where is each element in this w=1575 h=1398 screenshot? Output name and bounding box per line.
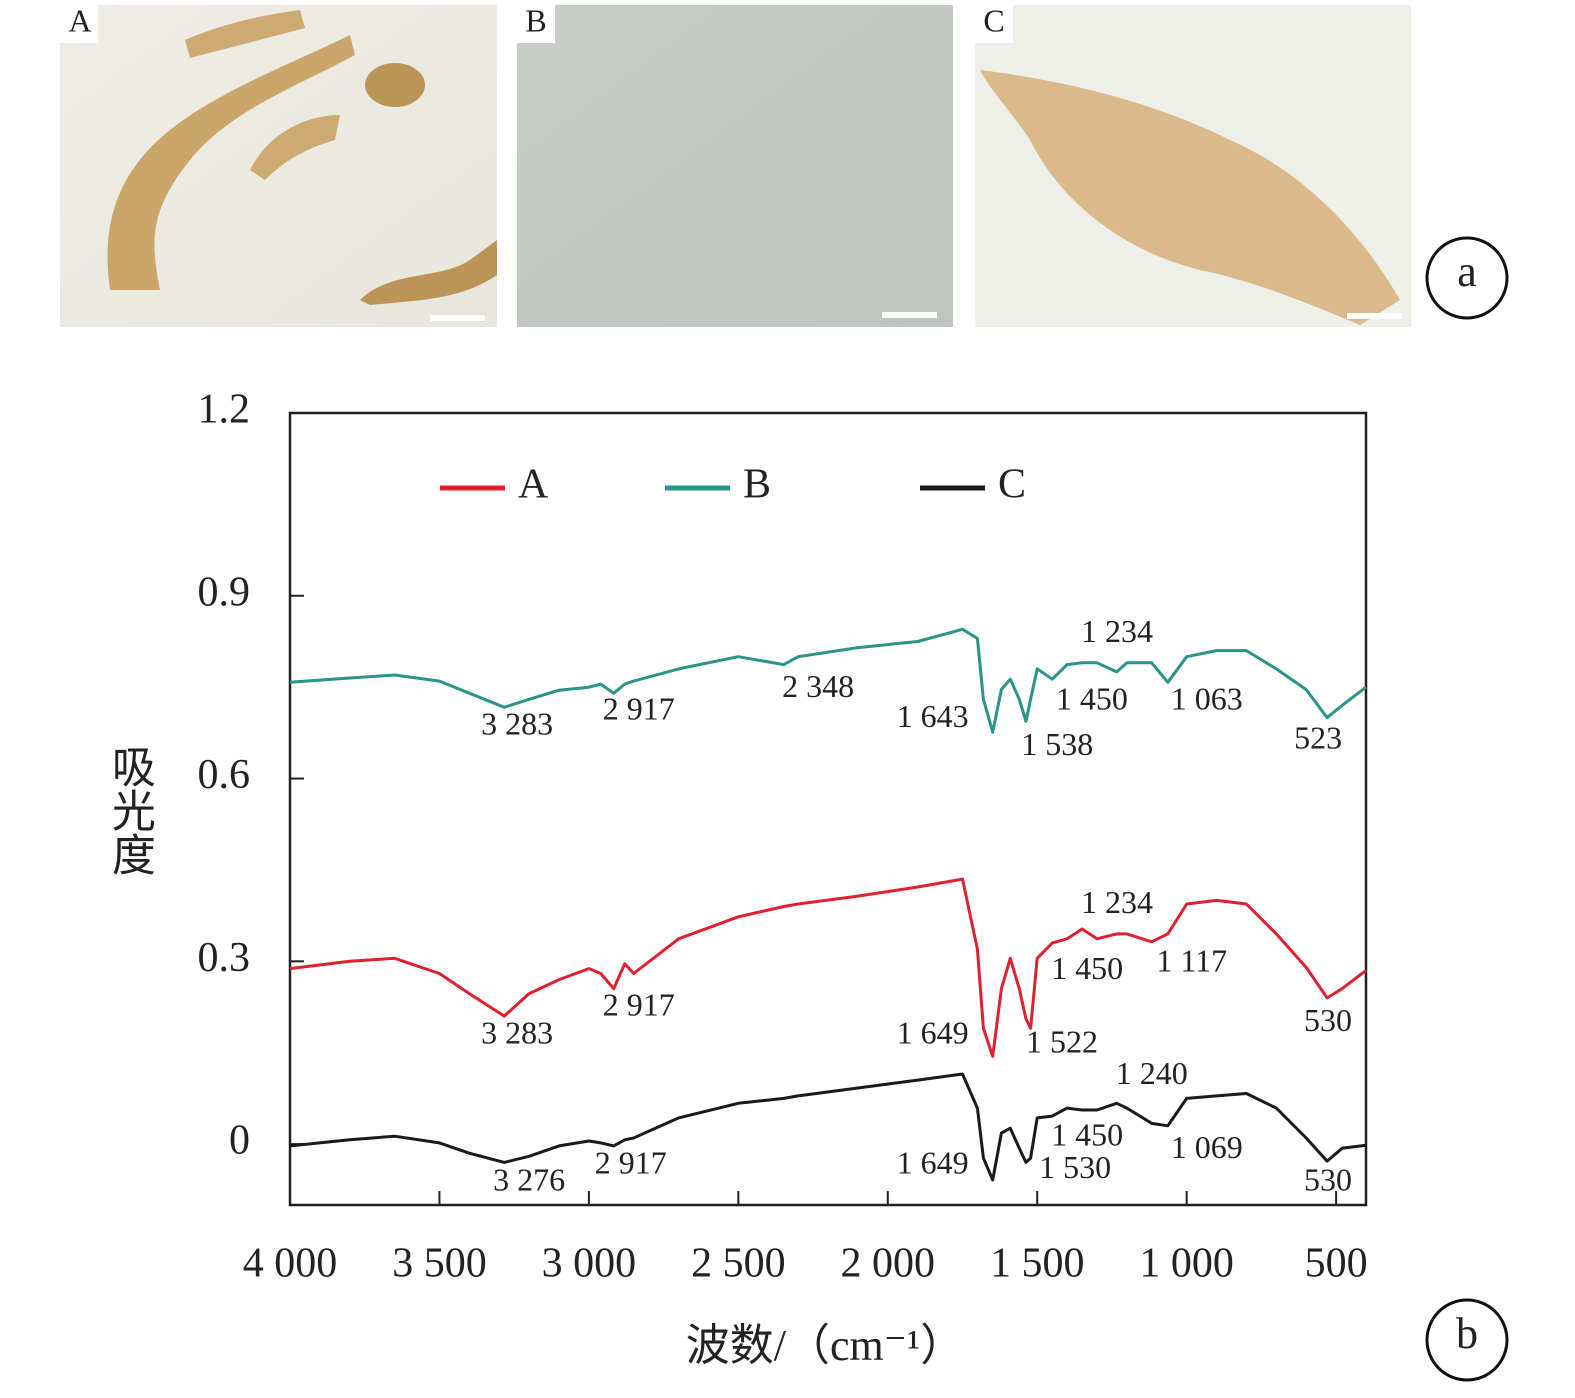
peak-label: 3 283 bbox=[481, 1015, 553, 1051]
micrograph-c bbox=[975, 5, 1411, 327]
x-tick-label: 2 500 bbox=[691, 1241, 786, 1287]
y-tick-label: 0.3 bbox=[198, 935, 251, 981]
series-line bbox=[289, 877, 1367, 1058]
x-tick-label: 3 500 bbox=[392, 1241, 487, 1287]
peak-label: 1 450 bbox=[1051, 1116, 1123, 1152]
legend-label: C bbox=[998, 462, 1026, 508]
peak-label: 3 283 bbox=[481, 706, 553, 742]
peak-label: 523 bbox=[1294, 720, 1342, 756]
peak-label: 1 649 bbox=[897, 1015, 969, 1051]
peak-label: 1 234 bbox=[1081, 613, 1153, 649]
micrograph-label: C bbox=[983, 2, 1004, 38]
micrograph-label: B bbox=[525, 2, 546, 38]
peak-label: 1 538 bbox=[1021, 726, 1093, 762]
x-axis-label: 波数/（cm⁻¹） bbox=[686, 1321, 964, 1370]
legend-label: A bbox=[518, 462, 549, 508]
peak-label: 1 450 bbox=[1056, 681, 1128, 717]
micrograph-b bbox=[517, 5, 953, 327]
series-line bbox=[289, 1072, 1367, 1182]
micrograph-labels: A B C bbox=[60, 2, 1013, 43]
x-tick-label: 1 000 bbox=[1139, 1241, 1234, 1287]
peak-label: 2 917 bbox=[603, 987, 675, 1023]
peak-label: 1 450 bbox=[1051, 950, 1123, 986]
legend-label: B bbox=[743, 462, 771, 508]
panel-label: b bbox=[1456, 1309, 1478, 1358]
micrograph-label: A bbox=[68, 2, 91, 38]
panel-circle bbox=[1425, 236, 1509, 320]
peak-label: 1 069 bbox=[1171, 1129, 1243, 1165]
y-tick-label: 1.2 bbox=[198, 387, 251, 433]
peak-label: 1 117 bbox=[1156, 943, 1227, 979]
peak-label: 1 649 bbox=[897, 1144, 969, 1180]
peak-label: 1 240 bbox=[1116, 1055, 1188, 1091]
peak-label: 1 522 bbox=[1026, 1024, 1098, 1060]
y-axis-label: 吸光度 bbox=[105, 744, 155, 876]
peak-label: 2 917 bbox=[595, 1144, 667, 1180]
x-tick-label: 3 000 bbox=[542, 1241, 637, 1287]
peak-label: 530 bbox=[1304, 1002, 1352, 1038]
peak-label: 2 917 bbox=[603, 690, 675, 726]
micrograph-a bbox=[60, 5, 497, 327]
y-tick-label: 0.9 bbox=[198, 569, 251, 615]
series-line bbox=[289, 627, 1367, 734]
y-tick-label: 0 bbox=[229, 1118, 250, 1164]
peak-label: 530 bbox=[1304, 1161, 1352, 1197]
peak-label: 1 234 bbox=[1081, 884, 1153, 920]
y-tick-label: 0.6 bbox=[198, 752, 251, 798]
peak-label: 2 348 bbox=[782, 668, 854, 704]
x-tick-label: 2 000 bbox=[841, 1241, 936, 1287]
peak-label: 1 063 bbox=[1171, 681, 1243, 717]
peak-label: 1 643 bbox=[897, 698, 969, 734]
panel-label: a bbox=[1457, 247, 1477, 296]
panel-circle bbox=[1425, 1298, 1509, 1382]
x-tick-label: 1 500 bbox=[990, 1241, 1085, 1287]
x-tick-label: 500 bbox=[1305, 1241, 1368, 1287]
peak-label: 3 276 bbox=[493, 1161, 565, 1197]
peak-label: 1 530 bbox=[1039, 1149, 1111, 1185]
plot-frame bbox=[288, 411, 1368, 1207]
x-tick-label: 4 000 bbox=[243, 1241, 338, 1287]
